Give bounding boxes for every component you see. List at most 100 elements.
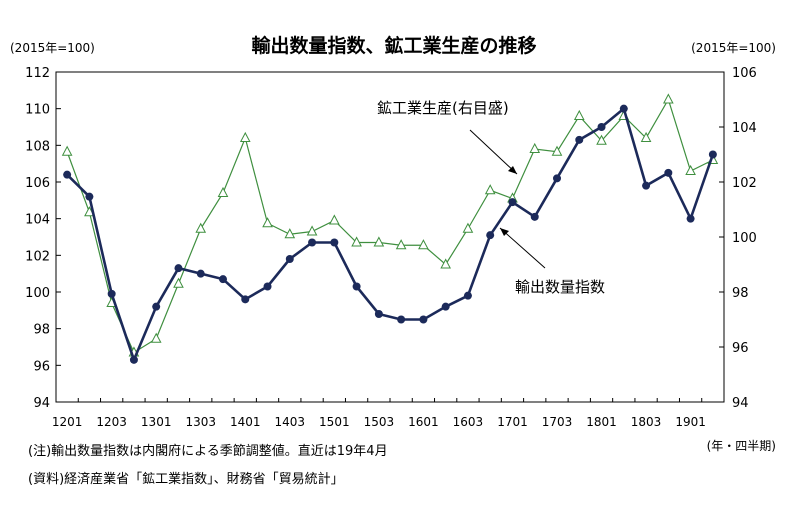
- export-point: [129, 355, 138, 364]
- left-tick-label: 100: [25, 286, 50, 301]
- production-point: [217, 186, 229, 197]
- export-point: [374, 310, 383, 318]
- left-tick-label: 96: [33, 359, 50, 374]
- export-point: [575, 135, 584, 144]
- left-axis-unit: (2015年=100): [10, 41, 95, 55]
- right-tick-label: 98: [732, 286, 749, 301]
- export-point: [308, 238, 317, 247]
- x-tick-label: 1701: [497, 415, 528, 429]
- export-point: [419, 315, 428, 324]
- x-tick-label: 1703: [542, 415, 573, 429]
- export-series-line: [66, 106, 715, 364]
- production-point: [596, 134, 607, 145]
- series-layer: [61, 93, 719, 364]
- export-point: [686, 214, 695, 223]
- export-point: [486, 231, 495, 240]
- left-tick-label: 110: [25, 103, 50, 118]
- right-tick-label: 96: [732, 341, 749, 356]
- left-tick-label: 106: [25, 176, 50, 191]
- export-point: [352, 282, 361, 291]
- x-tick-label: 1601: [408, 415, 439, 429]
- export-point: [619, 104, 628, 113]
- right-axis-unit: (2015年=100): [691, 41, 776, 55]
- x-tick-label: 1503: [364, 415, 395, 429]
- production-point: [262, 217, 273, 228]
- production-annotation-arrow: [469, 129, 518, 175]
- x-tick-label: 1603: [453, 415, 484, 429]
- production-point: [284, 228, 296, 239]
- export-point: [553, 174, 561, 183]
- x-tick-label: 1803: [631, 415, 662, 429]
- export-point: [463, 291, 472, 300]
- left-axis: 94 96 98 100 102 104 106 108 110 112: [25, 66, 61, 411]
- production-point: [373, 236, 385, 247]
- export-point: [219, 275, 227, 284]
- x-tick-label: 1201: [52, 415, 83, 429]
- production-point: [329, 214, 340, 225]
- annotation-layer: 鉱工業生産(右目盛) 輸出数量指数: [377, 99, 605, 296]
- production-point: [640, 131, 652, 142]
- export-point: [107, 289, 116, 298]
- production-point: [440, 258, 451, 269]
- right-tick-label: 106: [732, 66, 757, 81]
- export-point: [330, 238, 339, 247]
- production-point: [418, 239, 429, 250]
- x-tick-label: 1303: [185, 415, 216, 429]
- export-point: [196, 269, 205, 278]
- production-point: [685, 164, 696, 175]
- export-point: [174, 264, 183, 273]
- production-point: [484, 184, 496, 195]
- x-axis: 1201 1203 1301 1303 1401 1403 1501 1503 1601 1603…: [52, 398, 725, 429]
- left-tick-label: 102: [25, 249, 50, 264]
- right-tick-label: 100: [732, 231, 757, 246]
- production-annotation-label: 鉱工業生産(右目盛): [377, 99, 509, 117]
- right-axis: 94 96 98 100 102 104 106: [719, 66, 757, 411]
- production-point: [61, 145, 73, 156]
- export-arrow-head: [500, 228, 509, 236]
- plot-area: [55, 71, 725, 403]
- left-tick-label: 94: [33, 396, 50, 411]
- export-point: [85, 192, 94, 201]
- note-text: (注)輸出数量指数は内閣府による季節調整値。直近は19年4月: [28, 444, 388, 459]
- export-point: [441, 302, 450, 311]
- export-point: [241, 295, 250, 304]
- right-tick-label: 102: [732, 176, 757, 191]
- production-point: [395, 239, 407, 250]
- export-point: [397, 315, 406, 324]
- right-tick-label: 104: [732, 121, 757, 136]
- x-tick-label: 1901: [675, 415, 706, 429]
- export-point: [263, 282, 272, 291]
- source-text: (資料)経済産業省「鉱工業指数」、財務省「貿易統計」: [28, 472, 344, 487]
- production-point: [195, 222, 207, 233]
- production-point: [173, 277, 184, 288]
- x-tick-label: 1301: [141, 415, 172, 429]
- production-point: [551, 145, 563, 156]
- export-point: [508, 198, 517, 207]
- production-point: [462, 222, 474, 233]
- export-point: [63, 170, 72, 179]
- production-point: [306, 225, 318, 236]
- export-point: [597, 123, 606, 131]
- production-arrow-head: [508, 166, 517, 174]
- right-tick-label: 94: [732, 396, 749, 411]
- production-point: [239, 131, 251, 142]
- production-point: [663, 93, 674, 104]
- left-tick-label: 112: [25, 66, 50, 81]
- production-point: [529, 142, 541, 153]
- production-series-line: [66, 98, 714, 354]
- x-axis-unit: (年・四半期): [707, 439, 776, 453]
- export-point: [642, 181, 651, 190]
- export-point: [664, 168, 673, 177]
- export-point: [152, 302, 161, 311]
- production-point: [351, 236, 362, 247]
- x-tick-label: 1401: [230, 415, 261, 429]
- export-annotation-label: 輸出数量指数: [515, 278, 605, 296]
- left-tick-label: 104: [25, 213, 50, 228]
- x-tick-label: 1801: [586, 415, 617, 429]
- production-point: [573, 109, 585, 120]
- export-point: [530, 212, 539, 221]
- export-point: [285, 255, 294, 263]
- production-point: [150, 332, 162, 343]
- x-tick-label: 1501: [319, 415, 350, 429]
